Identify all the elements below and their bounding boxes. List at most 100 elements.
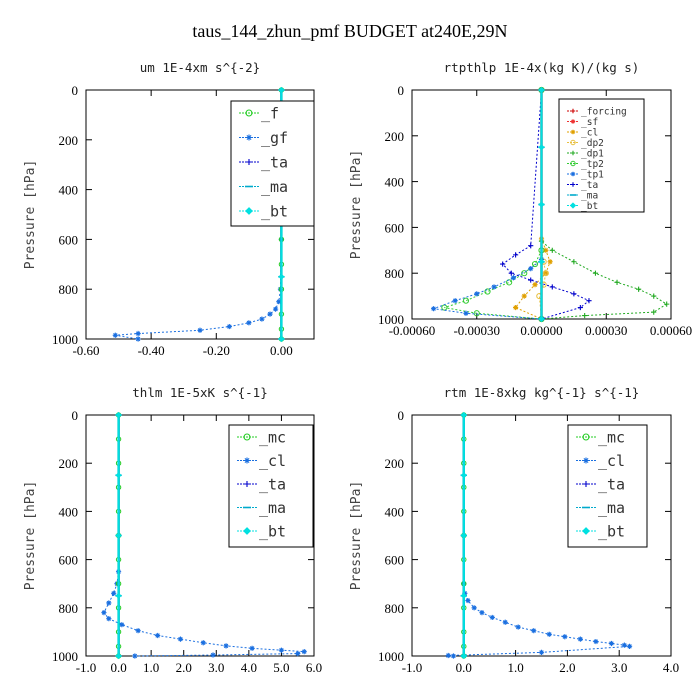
- y-tick-label: 200: [59, 456, 79, 471]
- data-point: [502, 619, 508, 625]
- data-point: [177, 636, 184, 642]
- data-point: [226, 323, 232, 330]
- x-tick-label: -1.0: [402, 660, 423, 675]
- data-point: [115, 652, 122, 660]
- legend-label: _ta: [261, 153, 288, 171]
- data-point: [200, 640, 206, 646]
- legend-marker: [583, 457, 589, 464]
- legend: _forcing_sf_cl_dp2_dp1_tp2_tp1_ta_ma_bt: [558, 98, 645, 213]
- legend-label: _ma: [261, 178, 288, 196]
- legend: _f _gf _ta _ma _bt: [230, 100, 315, 227]
- legend-box: [567, 424, 648, 548]
- legend-marker: [246, 159, 252, 165]
- legend-label: _bt: [259, 522, 286, 540]
- data-point: [460, 532, 467, 539]
- data-point: [528, 266, 534, 272]
- data-point: [267, 311, 273, 317]
- data-point: [473, 310, 480, 317]
- data-point: [636, 286, 642, 292]
- data-point: [460, 472, 467, 479]
- data-point: [571, 291, 577, 297]
- data-point: [278, 647, 285, 653]
- legend-marker: [570, 129, 576, 135]
- data-point: [278, 86, 285, 94]
- data-point: [510, 275, 517, 281]
- series-line: [501, 89, 590, 320]
- legend-marker: [582, 527, 590, 535]
- data-point: [259, 316, 265, 322]
- data-point: [592, 270, 599, 276]
- legend: _mc _cl _ta _ma _bt: [567, 424, 648, 548]
- data-point: [593, 638, 599, 645]
- legend-marker: [243, 527, 251, 535]
- legend-label: _ta: [598, 475, 625, 493]
- panel-title: rtpthlp 1E-4x(kg K)/(kg s): [444, 60, 640, 75]
- data-point: [474, 291, 480, 297]
- data-point: [538, 258, 545, 265]
- legend-label: _ma: [598, 499, 625, 517]
- y-tick-label: 200: [385, 129, 405, 144]
- legend-label: _gf: [261, 129, 288, 147]
- data-point: [155, 632, 161, 639]
- legend-label: _cl: [598, 452, 625, 470]
- data-point: [135, 628, 141, 634]
- legend-marker: [570, 160, 576, 167]
- data-point: [301, 649, 307, 655]
- panel-title: um 1E-4xm s^{-2}: [140, 60, 260, 75]
- y-tick-label: 1000: [378, 312, 404, 327]
- data-point: [528, 277, 534, 283]
- data-point: [614, 279, 620, 285]
- x-tick-label: -0.40: [138, 343, 165, 358]
- data-point: [278, 335, 285, 343]
- x-tick-label: 0.00: [270, 343, 293, 358]
- legend-label: _ma: [259, 499, 286, 517]
- legend-label: _cl: [259, 452, 286, 470]
- legend-label: _mc: [259, 428, 286, 446]
- data-point: [621, 642, 627, 648]
- legend-marker: [582, 433, 590, 441]
- data-point: [452, 298, 458, 304]
- x-tick-label: 1.0: [507, 660, 523, 675]
- legend-label: _ta: [581, 180, 598, 191]
- x-tick-label: 4.0: [241, 660, 257, 675]
- y-tick-label: 1000: [52, 649, 78, 664]
- y-tick-label: 600: [59, 553, 79, 568]
- data-point: [445, 652, 451, 659]
- data-point: [582, 312, 588, 319]
- data-point: [542, 270, 549, 277]
- y-tick-label: 1000: [52, 332, 78, 347]
- y-tick-label: 600: [385, 220, 405, 235]
- legend-label: _ta: [259, 475, 286, 493]
- data-point: [119, 622, 125, 628]
- data-point: [515, 624, 521, 630]
- series-bt: [538, 86, 545, 323]
- x-tick-label: 0.00060: [650, 323, 692, 338]
- y-tick-label: 400: [59, 183, 79, 198]
- series-tp1: [430, 87, 545, 322]
- x-tick-label: 4.0: [663, 660, 679, 675]
- y-tick-label: 400: [385, 504, 405, 519]
- data-point: [571, 259, 577, 265]
- chart-panel: rtpthlp 1E-4x(kg K)/(kg s) Pressure [hPa]…: [349, 60, 692, 338]
- data-point: [506, 279, 513, 286]
- legend-label: _cl: [581, 127, 598, 138]
- x-tick-label: 0.00030: [585, 323, 627, 338]
- legend-label: _sf: [581, 117, 598, 128]
- data-point: [491, 284, 497, 290]
- series-cl: [513, 87, 553, 322]
- panel-title: rtm 1E-8xkg kg^{-1} s^{-1}: [444, 385, 640, 400]
- data-point: [463, 310, 469, 316]
- legend-box: [558, 98, 645, 213]
- y-tick-label: 400: [59, 504, 79, 519]
- data-point: [135, 330, 141, 337]
- y-tick-label: 800: [59, 282, 79, 297]
- data-point: [538, 86, 545, 94]
- legend-marker: [246, 134, 252, 141]
- data-point: [531, 628, 537, 634]
- data-point: [115, 411, 122, 419]
- data-point: [460, 411, 467, 419]
- data-point: [111, 590, 117, 596]
- data-point: [577, 304, 583, 311]
- data-point: [538, 201, 545, 208]
- y-tick-label: 200: [59, 133, 79, 148]
